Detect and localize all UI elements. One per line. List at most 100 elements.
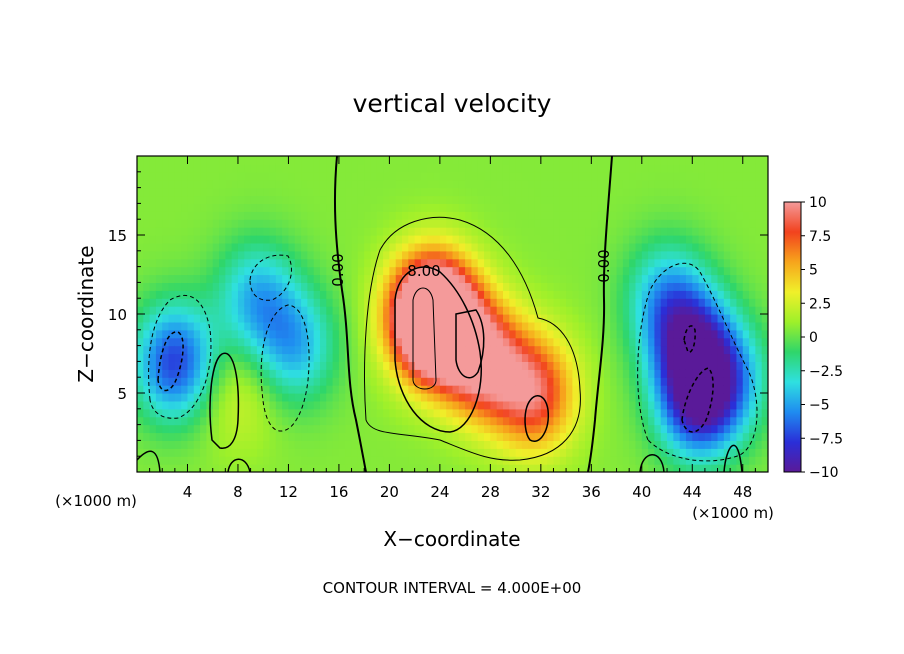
- heatmap-cell: [692, 274, 700, 283]
- heatmap-cell: [723, 369, 731, 378]
- contour-neg-right-core: [681, 367, 714, 433]
- heatmap-cell: [269, 416, 277, 426]
- heatmap-cell: [219, 266, 226, 276]
- heatmap-cell: [288, 456, 296, 465]
- heatmap-cell: [351, 416, 359, 426]
- heatmap-cell: [723, 171, 731, 181]
- heatmap-cell: [641, 187, 649, 197]
- heatmap-cell: [408, 274, 416, 283]
- heatmap-cell: [244, 203, 252, 212]
- heatmap-cell: [193, 321, 201, 331]
- heatmap-cell: [641, 171, 649, 181]
- heatmap-cell: [200, 369, 208, 378]
- heatmap-cell: [402, 282, 409, 291]
- heatmap-cell: [761, 314, 768, 323]
- heatmap-cell: [319, 227, 327, 236]
- heatmap-cell: [408, 179, 416, 189]
- heatmap-cell: [534, 179, 542, 189]
- heatmap-cell: [256, 242, 264, 252]
- heatmap-cell: [547, 203, 555, 212]
- heatmap-cell: [667, 290, 674, 299]
- heatmap-cell: [477, 416, 485, 426]
- heatmap-cell: [477, 385, 485, 394]
- heatmap-cell: [641, 203, 649, 212]
- heatmap-cell: [667, 163, 674, 173]
- heatmap-cell: [427, 250, 435, 260]
- heatmap-cell: [553, 329, 561, 339]
- heatmap-cell: [755, 314, 763, 323]
- heatmap-cell: [667, 314, 674, 323]
- heatmap-cell: [502, 306, 510, 315]
- heatmap-cell: [137, 377, 144, 386]
- colorbar-tick-label: 5: [809, 263, 818, 279]
- heatmap-cell: [301, 274, 308, 283]
- heatmap-cell: [402, 227, 409, 236]
- heatmap-cell: [484, 250, 491, 260]
- heatmap-cell: [749, 187, 756, 197]
- heatmap-cell: [181, 424, 189, 434]
- heatmap-cell: [427, 203, 435, 212]
- heatmap-cell: [256, 282, 264, 291]
- heatmap-cell: [364, 258, 372, 268]
- heatmap-cell: [502, 274, 510, 283]
- heatmap-cell: [559, 298, 567, 307]
- heatmap-cell: [502, 195, 510, 204]
- heatmap-cell: [231, 345, 239, 355]
- heatmap-cell: [414, 393, 422, 402]
- heatmap-cell: [603, 464, 611, 472]
- heatmap-cell: [263, 227, 271, 236]
- heatmap-cell: [458, 274, 466, 283]
- heatmap-cell: [597, 298, 605, 307]
- heatmap-cell: [585, 432, 592, 441]
- heatmap-cell: [168, 440, 176, 449]
- heatmap-cell: [629, 353, 637, 362]
- heatmap-cell: [143, 393, 151, 402]
- heatmap-cell: [414, 440, 422, 449]
- heatmap-cell: [212, 345, 220, 355]
- heatmap-cell: [181, 156, 189, 165]
- heatmap-cell: [395, 235, 403, 244]
- heatmap-cell: [616, 171, 624, 181]
- heatmap-cell: [692, 156, 700, 165]
- heatmap-cell: [143, 266, 151, 276]
- heatmap-cell: [711, 258, 719, 268]
- heatmap-cell: [351, 440, 359, 449]
- heatmap-cell: [187, 321, 195, 331]
- heatmap-cell: [496, 440, 504, 449]
- heatmap-cell: [408, 440, 416, 449]
- heatmap-cell: [534, 377, 542, 386]
- heatmap-cell: [521, 235, 529, 244]
- heatmap-cell: [282, 211, 290, 220]
- heatmap-cell: [761, 448, 768, 457]
- heatmap-cell: [635, 187, 643, 197]
- heatmap-cell: [641, 321, 649, 331]
- heatmap-cell: [294, 274, 302, 283]
- heatmap-cell: [515, 345, 523, 355]
- heatmap-cell: [553, 274, 561, 283]
- heatmap-cell: [515, 258, 523, 268]
- heatmap-cell: [496, 345, 504, 355]
- heatmap-cell: [433, 432, 441, 441]
- heatmap-cell: [578, 227, 586, 236]
- heatmap-cell: [357, 211, 365, 220]
- heatmap-cell: [137, 361, 144, 370]
- heatmap-cell: [616, 266, 624, 276]
- heatmap-cell: [755, 416, 763, 426]
- heatmap-cell: [319, 266, 327, 276]
- heatmap-cell: [452, 203, 460, 212]
- heatmap-cell: [572, 211, 580, 220]
- heatmap-cell: [559, 448, 567, 457]
- heatmap-cell: [446, 361, 454, 370]
- heatmap-cell: [250, 250, 258, 260]
- heatmap-cell: [332, 416, 340, 426]
- heatmap-cell: [515, 416, 523, 426]
- heatmap-cell: [465, 274, 473, 283]
- heatmap-cell: [471, 321, 479, 331]
- heatmap-cell: [591, 306, 599, 315]
- heatmap-cell: [181, 306, 189, 315]
- heatmap-cell: [181, 187, 189, 197]
- heatmap-cell: [149, 464, 157, 472]
- heatmap-cell: [288, 203, 296, 212]
- heatmap-cell: [585, 258, 592, 268]
- heatmap-cell: [585, 416, 592, 426]
